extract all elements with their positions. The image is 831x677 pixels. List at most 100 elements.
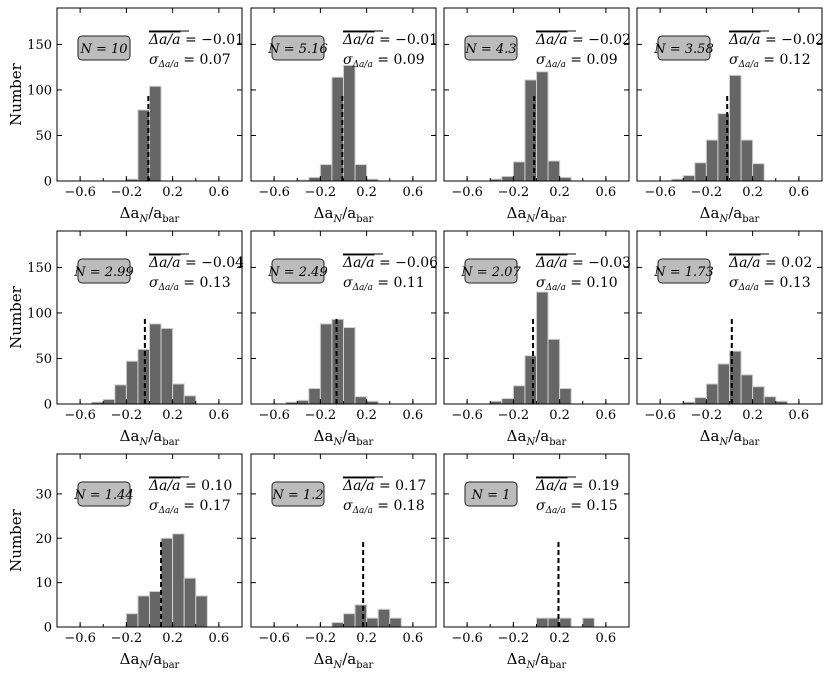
n-value-label: N = 2.49 <box>267 265 327 280</box>
x-label-div: /a <box>728 204 742 222</box>
mean-stat-text: Δa/a = −0.03 <box>535 255 631 271</box>
sigma-symbol: σ <box>149 52 159 68</box>
x-label-div: /a <box>535 427 549 445</box>
x-label-sub: N <box>718 437 729 448</box>
histogram-bar <box>137 595 150 628</box>
mean-symbol: Δa/a <box>148 478 181 494</box>
histogram-bar <box>308 388 321 405</box>
x-tick-label: 0.6 <box>596 185 617 200</box>
x-tick-label: −0.2 <box>111 185 143 200</box>
y-tick-label: 30 <box>35 487 52 502</box>
histogram-bar <box>366 617 379 628</box>
x-tick-label: 0.2 <box>549 185 570 200</box>
mean-value: = −0.06 <box>375 255 439 271</box>
x-label-delta-a: Δa <box>314 650 334 668</box>
x-axis-label: ΔaN/abar <box>700 204 760 225</box>
panel-10: −0.6 −0.2 0.2 0.6 ΔaN/abar N = 1.2 Δa/a = 0.17… <box>250 453 437 671</box>
n-value-label: N = 2.99 <box>73 265 133 280</box>
mean-symbol: Δa/a <box>148 32 181 48</box>
histogram-bar <box>160 537 174 628</box>
n-value-box <box>77 481 131 507</box>
x-label-div: /a <box>728 427 742 445</box>
histogram-bar <box>354 604 368 628</box>
histogram-bar <box>547 338 561 405</box>
histogram-bar <box>682 175 696 182</box>
sigma-symbol: σ <box>149 498 159 514</box>
histogram-bar <box>195 595 208 628</box>
panel-1: −0.6 −0.2 0.2 0.6 0 50 100 150 ΔaN/abar Number N =… <box>7 7 245 225</box>
histogram-bar <box>752 163 765 182</box>
x-tick-label: 0.2 <box>549 408 570 423</box>
histogram-bar <box>501 175 514 182</box>
histogram-bar <box>512 161 526 182</box>
mean-stat-text: Δa/a = −0.02 <box>728 32 824 48</box>
n-value-box <box>657 258 711 284</box>
x-tick-label: −0.2 <box>111 631 143 646</box>
mean-value: = 0.19 <box>568 478 620 494</box>
histogram-bar <box>559 617 572 628</box>
x-tick-label: −0.2 <box>305 185 337 200</box>
x-axis-label: ΔaN/abar <box>314 204 374 225</box>
sigma-stat-text: σΔa/a = 0.13 <box>729 275 811 293</box>
mean-symbol: Δa/a <box>728 255 761 271</box>
x-tick-label: 0.2 <box>162 631 183 646</box>
n-value-box <box>77 35 131 61</box>
x-tick-label: 0.2 <box>162 185 183 200</box>
x-tick-label: −0.2 <box>305 631 337 646</box>
x-label-sub-bar: bar <box>356 214 373 225</box>
x-label-sub: N <box>138 214 149 225</box>
histogram-bar <box>149 323 162 405</box>
sigma-sub: Δa/a <box>158 60 179 70</box>
histogram-bar <box>512 385 526 405</box>
histogram-bar <box>149 591 162 628</box>
x-label-delta-a: Δa <box>700 427 720 445</box>
n-value-label: N = 1.73 <box>653 265 713 280</box>
x-label-sub-bar: bar <box>356 437 373 448</box>
x-label-sub: N <box>718 214 729 225</box>
histogram-bar <box>752 386 765 405</box>
sigma-stat-text: σΔa/a = 0.11 <box>343 275 425 293</box>
x-tick-label: 0.6 <box>403 631 424 646</box>
n-value-label: N = 10 <box>79 42 127 57</box>
x-tick-label: 0.2 <box>356 408 377 423</box>
x-tick-label: 0.6 <box>209 631 230 646</box>
sigma-sub: Δa/a <box>352 506 373 516</box>
y-tick-label: 20 <box>35 532 52 547</box>
x-label-div: /a <box>535 650 549 668</box>
histogram-bar <box>705 383 719 405</box>
panel-2: −0.6 −0.2 0.2 0.6 ΔaN/abar N = 5.16 Δa/a = −0.… <box>250 7 438 225</box>
panel-7: −0.6 −0.2 0.2 0.6 ΔaN/abar N = 2.07 Δa/a = −0.… <box>443 230 631 448</box>
x-tick-label: 0.6 <box>209 185 230 200</box>
x-tick-label: 0.2 <box>549 631 570 646</box>
histogram-bar <box>183 395 197 405</box>
mean-stat-text: Δa/a = −0.01 <box>342 32 438 48</box>
x-label-delta-a: Δa <box>700 204 720 222</box>
x-label-delta-a: Δa <box>120 427 140 445</box>
y-tick-label: 50 <box>35 352 52 367</box>
mean-stat-text: Δa/a = −0.02 <box>535 32 631 48</box>
sigma-symbol: σ <box>536 275 546 291</box>
x-label-sub-bar: bar <box>742 437 759 448</box>
n-value-box <box>271 258 325 284</box>
x-label-sub: N <box>332 660 343 671</box>
mean-symbol: Δa/a <box>148 255 181 271</box>
y-tick-label: 10 <box>35 576 52 591</box>
histogram-bar <box>296 399 310 405</box>
n-value-box <box>657 35 711 61</box>
panel-4: −0.6 −0.2 0.2 0.6 ΔaN/abar N = 3.58 Δa/a = −0.… <box>636 7 824 225</box>
histogram-bar <box>160 327 174 405</box>
y-axis-label: Number <box>7 508 25 571</box>
x-tick-label: −0.2 <box>691 408 723 423</box>
x-label-div: /a <box>535 204 549 222</box>
histogram-bar <box>308 176 321 182</box>
histogram-bar <box>319 323 333 405</box>
mean-value: = −0.01 <box>181 32 245 48</box>
panel-6: −0.6 −0.2 0.2 0.6 ΔaN/abar N = 2.49 Δa/a = −0.… <box>250 230 439 448</box>
mean-stat-text: Δa/a = 0.02 <box>728 255 812 271</box>
mean-stat-text: Δa/a = 0.19 <box>535 478 619 494</box>
panel-9: −0.6 −0.2 0.2 0.6 0 10 20 30 ΔaN/abar Number N = 1… <box>7 453 243 671</box>
x-tick-label: −0.2 <box>305 408 337 423</box>
sigma-stat-text: σΔa/a = 0.17 <box>149 498 231 516</box>
x-label-div: /a <box>342 427 356 445</box>
sigma-value: = 0.13 <box>179 275 231 291</box>
